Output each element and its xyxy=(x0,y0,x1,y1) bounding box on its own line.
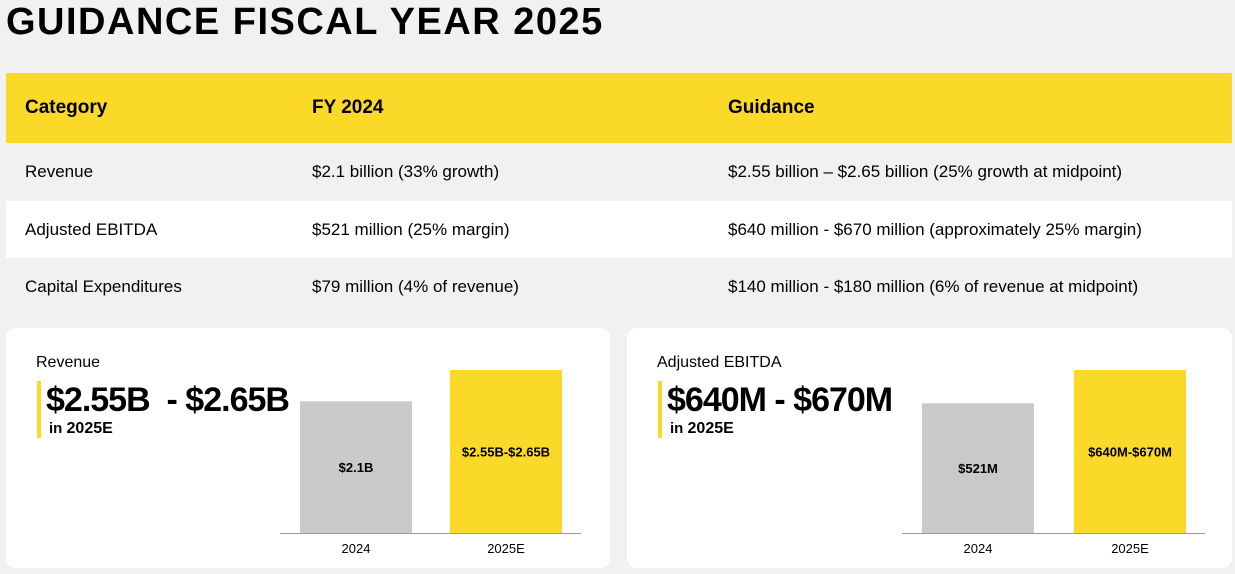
revenue-sub-prefix: in xyxy=(49,420,63,437)
ebitda-card: Adjusted EBITDA $640M - $670M in 2025E $… xyxy=(627,328,1232,568)
cell-category: Capital Expenditures xyxy=(25,276,182,296)
table-row: Capital Expenditures $79 million (4% of … xyxy=(6,258,1232,315)
cell-fy2024: $521 million (25% margin) xyxy=(312,219,510,239)
header-category: Category xyxy=(25,97,108,118)
ebitda-accent-bar xyxy=(658,381,662,438)
page-title: GUIDANCE FISCAL YEAR 2025 xyxy=(6,1,604,43)
ebitda-card-title: Adjusted EBITDA xyxy=(657,354,782,371)
cell-guidance: $140 million - $180 million (6% of reven… xyxy=(728,276,1139,296)
x-tick-label: 2024 xyxy=(342,541,371,556)
bar-2025e xyxy=(1074,370,1186,533)
ebitda-sub-prefix: in xyxy=(670,420,684,437)
header-guidance: Guidance xyxy=(728,97,815,118)
table-row: Adjusted EBITDA $521 million (25% margin… xyxy=(6,201,1232,258)
revenue-subtitle: in 2025E xyxy=(49,420,113,438)
cell-category: Adjusted EBITDA xyxy=(25,219,158,239)
revenue-accent-bar xyxy=(37,381,41,438)
ebitda-chart: $521M 2024 $640M-$670M 2025E xyxy=(902,370,1205,556)
cell-guidance: $2.55 billion – $2.65 billion (25% growt… xyxy=(728,162,1123,181)
cell-fy2024: $2.1 billion (33% growth) xyxy=(312,162,500,181)
table-header-row: Category FY 2024 Guidance xyxy=(6,73,1232,143)
x-tick-label: 2025E xyxy=(1111,541,1149,556)
revenue-headline: $2.55B - $2.65B xyxy=(46,381,290,419)
revenue-sub-year: 2025E xyxy=(66,420,113,437)
revenue-card-title: Revenue xyxy=(36,354,101,371)
bar-data-label: $2.1B xyxy=(339,460,374,475)
bar-2025e xyxy=(450,370,562,533)
ebitda-subtitle: in 2025E xyxy=(670,420,734,438)
x-tick-label: 2024 xyxy=(964,541,993,556)
ebitda-sub-year: 2025E xyxy=(687,420,734,437)
x-tick-label: 2025E xyxy=(487,541,525,556)
revenue-card: Revenue $2.55B - $2.65B in 2025E $2.1B 20… xyxy=(6,328,610,568)
bar-2024 xyxy=(300,401,412,533)
ebitda-headline: $640M - $670M xyxy=(667,381,893,419)
cell-guidance: $640 million - $670 million (approximate… xyxy=(728,219,1142,239)
cell-fy2024: $79 million (4% of revenue) xyxy=(312,276,519,296)
cell-category: Revenue xyxy=(25,162,94,181)
table-row: Revenue $2.1 billion (33% growth) $2.55 … xyxy=(6,143,1232,201)
bar-2024 xyxy=(922,403,1034,533)
bar-data-label: $2.55B-$2.65B xyxy=(462,445,550,460)
bar-data-label: $640M-$670M xyxy=(1088,445,1172,460)
guidance-table: Category FY 2024 Guidance Revenue $2.1 b… xyxy=(6,73,1232,315)
header-fy2024: FY 2024 xyxy=(312,97,384,118)
revenue-chart: $2.1B 2024 $2.55B-$2.65B 2025E xyxy=(280,370,581,556)
bar-data-label: $521M xyxy=(958,461,998,476)
